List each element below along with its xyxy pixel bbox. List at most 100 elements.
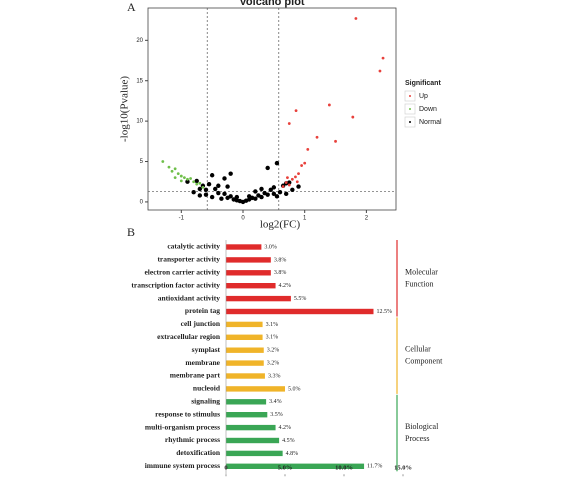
point <box>234 194 240 200</box>
panel-label: A <box>127 0 136 14</box>
y-tick-label: 5 <box>140 159 144 165</box>
y-tick-label: 10 <box>136 119 143 125</box>
bar <box>226 360 264 366</box>
bar <box>226 321 263 328</box>
point <box>161 160 165 163</box>
value-label: 3.3% <box>268 373 281 379</box>
group-label: Biological Process <box>405 422 439 443</box>
category-label: transcription factor activity <box>131 280 220 289</box>
point <box>297 172 300 176</box>
value-label: 3.4% <box>269 399 282 405</box>
point <box>195 182 199 186</box>
point <box>209 194 215 200</box>
value-label: 3.1% <box>266 335 279 341</box>
x-axis-label: log2(FC) <box>260 219 301 231</box>
bar <box>226 386 285 392</box>
category-label: detoxification <box>176 448 221 457</box>
point <box>351 115 355 119</box>
legend-dot <box>409 121 411 123</box>
point <box>294 109 298 113</box>
point <box>296 184 301 189</box>
category-label: rhythmic process <box>165 435 220 444</box>
point <box>222 176 227 181</box>
panel-label: B <box>127 225 135 239</box>
point <box>201 185 205 189</box>
bar <box>226 308 374 315</box>
x-tick-label: 1 <box>303 216 307 222</box>
group-label: Molecular Function <box>405 267 438 288</box>
point <box>189 177 192 180</box>
point <box>176 172 180 176</box>
point <box>290 187 295 192</box>
point <box>170 169 174 173</box>
plot-frame <box>147 7 397 211</box>
category-label: cell junction <box>181 319 221 328</box>
bar <box>226 257 271 263</box>
category-label: electron carrier activity <box>144 268 220 277</box>
value-label: 3.2% <box>267 360 280 366</box>
point <box>306 148 310 151</box>
category-label: protein tag <box>185 306 220 315</box>
point <box>197 186 203 192</box>
point <box>286 176 289 180</box>
legend-label: Normal <box>419 119 442 126</box>
point <box>253 189 258 194</box>
bar <box>226 283 276 289</box>
point <box>228 171 233 176</box>
value-label: 5.5% <box>294 296 307 302</box>
x-tick-label: 0 <box>224 464 227 471</box>
value-label: 4.8% <box>286 451 299 457</box>
point <box>182 176 186 180</box>
point <box>173 167 177 171</box>
point <box>198 181 202 185</box>
point <box>274 194 280 199</box>
x-tick-label: 15.0% <box>394 464 412 471</box>
point <box>186 177 189 181</box>
value-label: 12.5% <box>377 309 393 315</box>
point <box>303 161 307 165</box>
y-tick-label: 20 <box>136 38 143 44</box>
point <box>354 17 358 20</box>
bar <box>226 424 276 431</box>
point <box>225 184 230 189</box>
legend-title: Significant <box>405 80 441 87</box>
category-label: catalytic activity <box>167 242 220 251</box>
point <box>203 187 209 192</box>
point <box>287 122 291 125</box>
chart-title: Volcano plot <box>239 0 305 8</box>
point <box>179 174 183 178</box>
x-tick-label: -1 <box>179 216 185 222</box>
category-label: signaling <box>191 397 220 406</box>
category-label: antioxidant activity <box>158 293 221 302</box>
legend-dot <box>409 108 411 110</box>
point <box>290 177 294 181</box>
y-axis-label: -log10(Pvalue) <box>119 76 131 142</box>
category-label: symplast <box>192 345 221 354</box>
value-label: 3.5% <box>270 412 283 418</box>
point <box>179 179 183 183</box>
y-tick-label: 15 <box>136 78 143 84</box>
point <box>268 187 273 192</box>
point <box>197 193 203 198</box>
point <box>378 69 382 73</box>
point <box>381 56 385 60</box>
x-tick-label: 0 <box>241 216 245 222</box>
group-label: Cellular Component <box>405 344 443 365</box>
point <box>194 178 199 184</box>
bar <box>226 399 267 405</box>
value-label: 11.7% <box>367 464 382 470</box>
point <box>265 165 270 171</box>
point <box>271 191 277 197</box>
point <box>259 186 264 192</box>
point <box>191 190 196 195</box>
point <box>265 192 270 197</box>
point <box>192 180 196 184</box>
category-label: membrane part <box>170 371 221 380</box>
point <box>185 179 190 184</box>
point <box>300 164 304 167</box>
bar <box>226 270 271 276</box>
category-label: nucleoid <box>193 384 221 393</box>
value-label: 4.2% <box>279 283 292 289</box>
bar <box>226 412 268 418</box>
